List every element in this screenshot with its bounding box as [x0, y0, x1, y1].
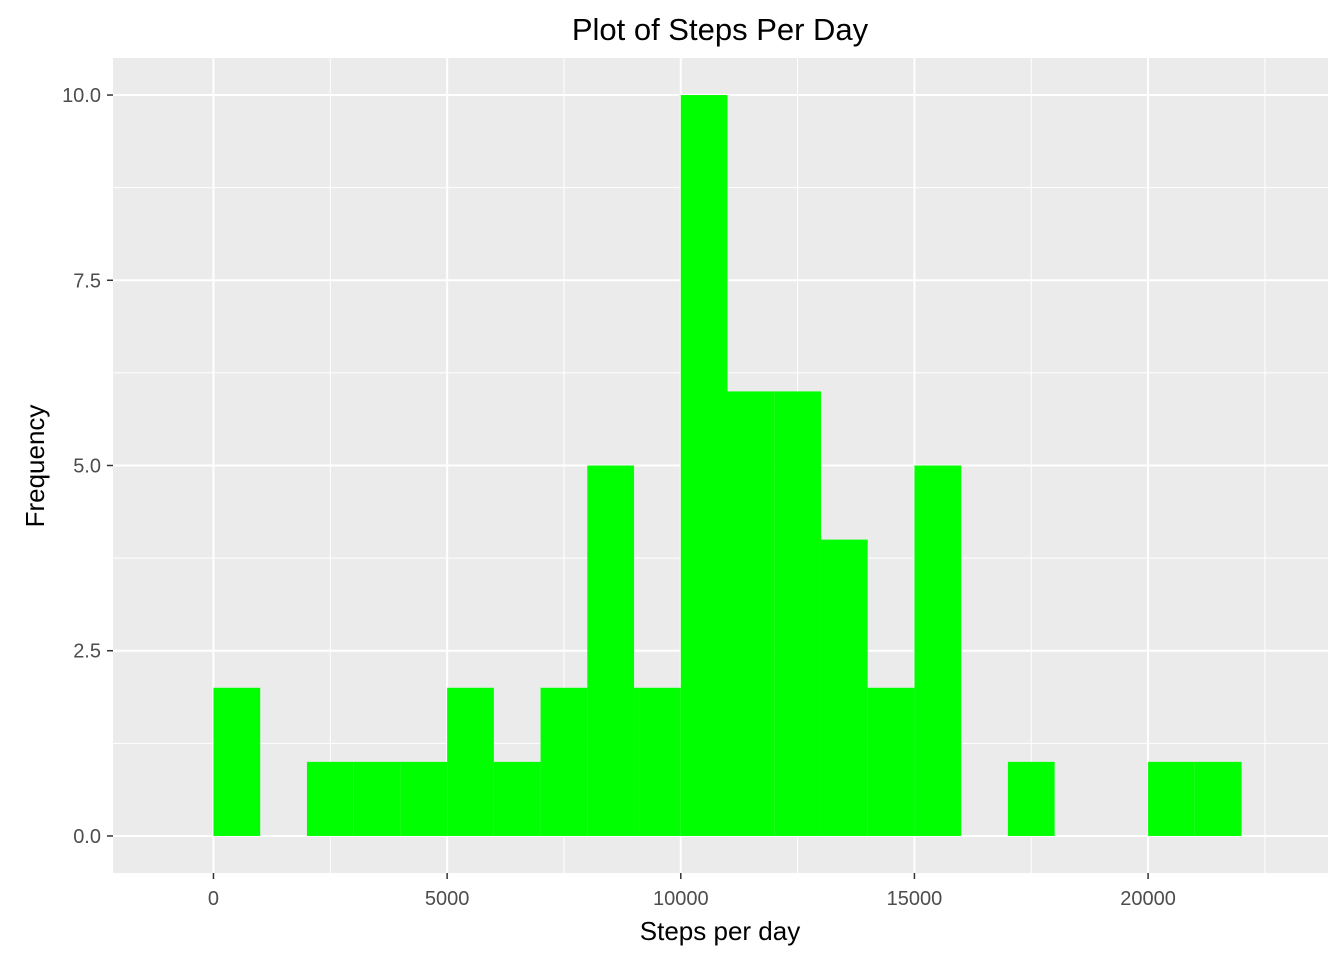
histogram-bar [1007, 761, 1055, 836]
chart-title: Plot of Steps Per Day [572, 12, 869, 47]
x-tick-label: 10000 [653, 888, 709, 910]
y-tick-label: 0.0 [73, 826, 101, 848]
y-tick-label: 10.0 [62, 85, 101, 107]
histogram-bar [587, 465, 635, 836]
y-axis-title: Frequency [20, 405, 50, 528]
y-tick-label: 2.5 [73, 641, 101, 663]
histogram-bars [213, 95, 1242, 836]
x-axis-title: Steps per day [640, 916, 800, 946]
histogram-bar [914, 465, 962, 836]
x-tick-label: 0 [208, 888, 219, 910]
y-tick-label: 5.0 [73, 456, 101, 478]
histogram-bar [867, 687, 915, 836]
histogram-bar [213, 687, 261, 836]
histogram-bar [1148, 761, 1195, 836]
x-tick-label: 5000 [425, 888, 470, 910]
histogram-bar [400, 761, 448, 836]
x-tick-label: 15000 [887, 888, 943, 910]
histogram-bar [774, 391, 821, 836]
histogram-bar [540, 687, 588, 836]
histogram-bar [447, 687, 494, 836]
y-axis: 0.0 2.5 5.0 7.5 10.0 [62, 85, 113, 848]
histogram-bar [820, 539, 868, 836]
histogram-bar [493, 761, 541, 836]
x-axis: 0 5000 10000 15000 20000 [208, 873, 1176, 910]
histogram-bar [306, 761, 354, 836]
histogram-bar [727, 391, 775, 836]
histogram-bar [634, 687, 681, 836]
x-tick-label: 20000 [1120, 888, 1176, 910]
histogram-bar [1194, 761, 1242, 836]
y-tick-label: 7.5 [73, 270, 101, 292]
histogram-bar [353, 761, 401, 836]
histogram-bar [680, 95, 728, 836]
